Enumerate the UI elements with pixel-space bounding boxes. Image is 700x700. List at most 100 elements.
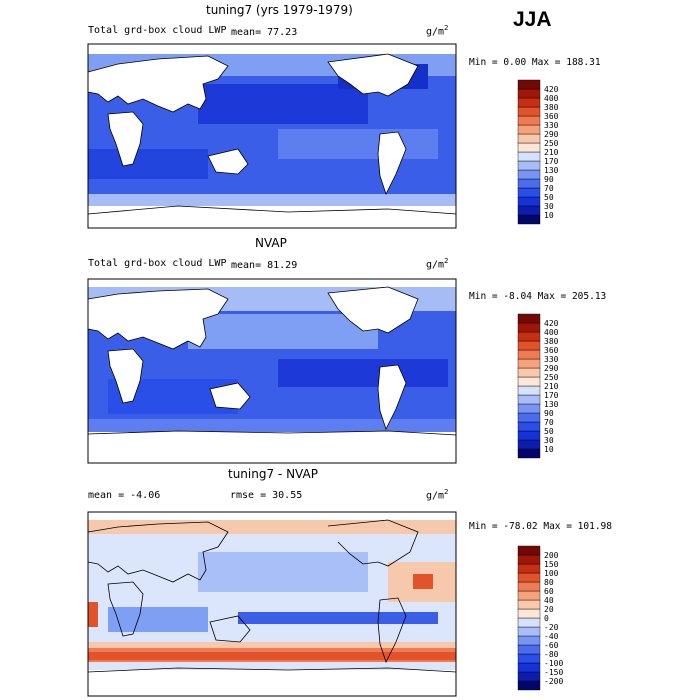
colorbar-tick-label: -80	[544, 650, 559, 659]
colorbar-swatch	[517, 671, 541, 682]
colorbar-tick-label: 420	[544, 319, 559, 328]
colorbar-swatch	[517, 563, 541, 574]
colorbar-tick-label: 130	[544, 166, 559, 175]
colorbar-swatch	[517, 403, 541, 414]
colorbar-swatch	[517, 590, 541, 601]
colorbar-tick-label: 10	[544, 445, 554, 454]
colorbar-swatch	[517, 421, 541, 432]
colorbar-swatch	[517, 635, 541, 646]
colorbar-swatch	[517, 617, 541, 628]
panel-1-title: tuning7 (yrs 1979-1979)	[206, 3, 353, 17]
colorbar-swatch	[517, 653, 541, 664]
colorbar-swatch	[517, 572, 541, 583]
colorbar-tick-label: 420	[544, 85, 559, 94]
colorbar-tick-label: -100	[544, 659, 563, 668]
colorbar-swatch	[517, 331, 541, 342]
colorbar-tick-label: 170	[544, 157, 559, 166]
colorbar-swatch	[517, 196, 541, 207]
panel-1-field-label: Total grd-box cloud LWP	[88, 25, 227, 36]
colorbar-swatches	[517, 79, 541, 225]
colorbar-swatch	[517, 599, 541, 610]
colorbar-tick-label: 50	[544, 193, 554, 202]
colorbar-swatch	[517, 115, 541, 126]
colorbar-swatch	[517, 124, 541, 135]
panel-2-map	[87, 278, 457, 464]
colorbar-tick-label: 100	[544, 569, 559, 578]
colorbar-tick-label: 330	[544, 355, 559, 364]
colorbar-tick-label: 90	[544, 175, 554, 184]
colorbar-tick-label: -150	[544, 668, 563, 677]
colorbar-tick-label: 250	[544, 373, 559, 382]
colorbar-swatch	[517, 142, 541, 153]
panel-1-map	[87, 43, 457, 229]
colorbar-tick-label: 10	[544, 211, 554, 220]
colorbar-swatch	[517, 313, 541, 324]
colorbar-swatch	[517, 376, 541, 387]
panel-2-field-label: Total grd-box cloud LWP	[88, 258, 227, 269]
colorbar-tick-label: 400	[544, 328, 559, 337]
colorbar-labels: -200-150-100-80-60-40-200204060801001502…	[544, 551, 563, 686]
panel-2-title: NVAP	[255, 236, 287, 250]
colorbar-swatch	[517, 169, 541, 180]
colorbar-tick-label: 210	[544, 148, 559, 157]
colorbar-tick-label: 60	[544, 587, 554, 596]
panel-2-units: g/m2	[426, 257, 449, 271]
colorbar-tick-label: 50	[544, 427, 554, 436]
panel-1-mean: mean= 77.23	[231, 27, 298, 38]
colorbar-swatch	[517, 79, 541, 90]
colorbar-tick-label: 70	[544, 184, 554, 193]
colorbar-swatch	[517, 151, 541, 162]
colorbar-tick-label: 20	[544, 605, 554, 614]
colorbar-tick-label: 250	[544, 139, 559, 148]
colorbar-swatch	[517, 439, 541, 450]
colorbar-tick-label: 290	[544, 130, 559, 139]
panel-3-map	[87, 511, 457, 697]
panel-1-units: g/m2	[426, 24, 449, 38]
colorbar-swatch	[517, 644, 541, 655]
colorbar-tick-label: -20	[544, 623, 559, 632]
colorbar-swatch	[517, 448, 541, 459]
colorbar-swatch	[517, 349, 541, 360]
colorbar-swatch	[517, 160, 541, 171]
colorbar-tick-label: 80	[544, 578, 554, 587]
continents	[87, 286, 457, 464]
colorbar-swatch	[517, 626, 541, 637]
colorbar-tick-label: 30	[544, 202, 554, 211]
colorbar-tick-label: 360	[544, 346, 559, 355]
colorbar-tick-label: 380	[544, 103, 559, 112]
colorbar-swatch	[517, 97, 541, 108]
colorbar-tick-label: 30	[544, 436, 554, 445]
panel-3-rmse: rmse = 30.55	[230, 490, 303, 501]
colorbar-swatch	[517, 545, 541, 556]
colorbar-swatch	[517, 322, 541, 333]
panel-1-min-max: Min = 0.00 Max = 188.31	[469, 57, 601, 68]
colorbar-swatch	[517, 581, 541, 592]
colorbar-swatch	[517, 340, 541, 351]
continents	[87, 519, 457, 673]
panel-3-colorbar: -200-150-100-80-60-40-200204060801001502…	[517, 545, 563, 691]
difference-field	[88, 512, 456, 696]
colorbar-swatch	[517, 88, 541, 99]
colorbar-tick-label: 330	[544, 121, 559, 130]
colorbar-swatch	[517, 385, 541, 396]
colorbar-swatch	[517, 106, 541, 117]
colorbar-tick-label: -40	[544, 632, 559, 641]
panel-3-min-max: Min = -78.02 Max = 101.98	[469, 521, 612, 532]
colorbar-tick-label: 0	[544, 614, 549, 623]
colorbar-tick-label: 360	[544, 112, 559, 121]
colorbar-tick-label: 170	[544, 391, 559, 400]
colorbar-swatch	[517, 394, 541, 405]
panel-3-title: tuning7 - NVAP	[228, 467, 318, 481]
colorbar-tick-label: 290	[544, 364, 559, 373]
panel-3-mean: mean = -4.06	[88, 490, 161, 501]
colorbar-swatch	[517, 367, 541, 378]
panel-3-units: g/m2	[426, 488, 449, 502]
colorbar-swatch	[517, 178, 541, 189]
colorbar-tick-label: 150	[544, 560, 559, 569]
colorbar-tick-label: 90	[544, 409, 554, 418]
colorbar-swatch	[517, 205, 541, 216]
season-label: JJA	[513, 8, 552, 31]
colorbar-swatch	[517, 680, 541, 691]
